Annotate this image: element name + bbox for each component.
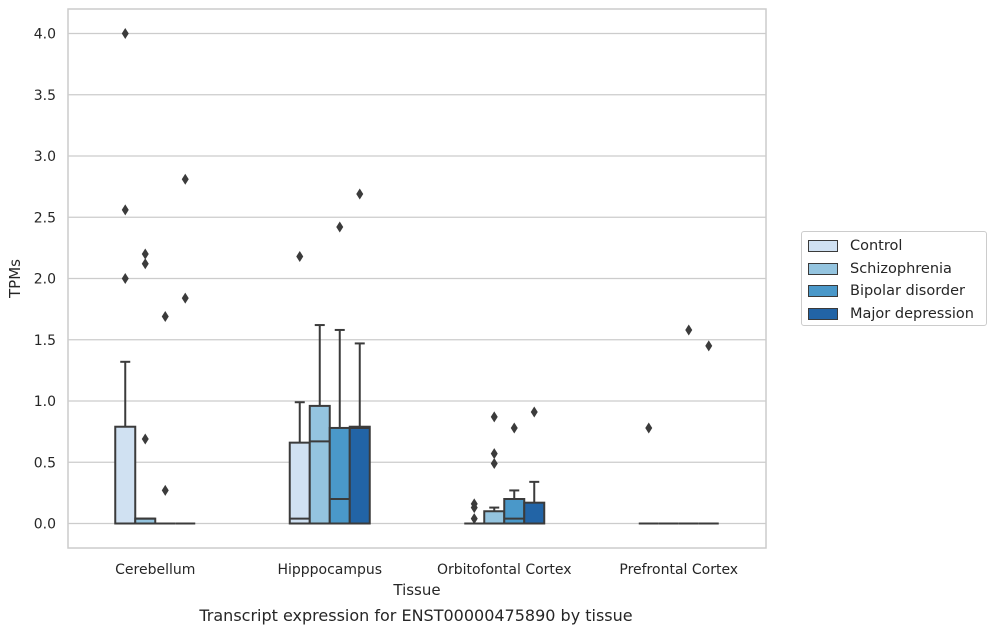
box-marks [114,28,719,525]
y-axis-label: TPMs [6,259,24,299]
x-tick-label: Hipppocampus [277,562,382,578]
box-body [328,426,351,525]
legend-item: Bipolar disorder [808,280,986,303]
outlier-point [530,406,538,418]
legend-label: Major depression [850,305,974,322]
outlier-point [356,188,364,200]
box-control [638,422,659,525]
box-major-depression [175,173,196,525]
box-bipolar-disorder [503,422,526,525]
box-major-depression [698,340,719,525]
box-schizophrenia [308,324,331,525]
box-bipolar-disorder [328,221,351,525]
box-bipolar-disorder [678,324,699,525]
x-tick-label: Cerebellum [115,562,195,578]
legend-swatch [808,285,838,298]
y-tick-label: 0.0 [34,517,56,533]
box-body [288,441,311,525]
outlier-point [510,422,518,434]
outlier-point [181,173,189,185]
legend-label: Schizophrenia [850,260,952,277]
outlier-point [181,292,189,304]
y-tick-label: 3.0 [34,149,56,165]
legend-swatch [808,240,838,253]
legend-item: Schizophrenia [808,258,986,281]
outlier-point [705,340,713,352]
legend-item: Control [808,235,986,258]
box-schizophrenia [483,411,506,525]
legend-swatch [808,307,838,320]
box-major-depression [348,188,371,525]
box-body [348,425,371,525]
box-body [503,498,526,525]
legend: Control Schizophrenia Bipolar disorder Majo… [801,231,987,326]
x-axis-ticks: Cerebellum Hipppocampus Orbitofontal Corte… [115,562,738,578]
outlier-point [296,250,304,262]
y-tick-label: 2.0 [34,272,56,288]
outlier-point [121,28,129,39]
legend-label: Bipolar disorder [850,283,965,300]
y-tick-label: 3.5 [34,88,56,104]
box-major-depression [523,406,546,525]
outlier-point [685,324,693,336]
y-tick-label: 0.5 [34,455,56,471]
outlier-point [470,513,478,525]
legend-label: Control [850,238,903,255]
box-body [523,501,546,525]
legend-item: Major depression [808,303,986,326]
y-tick-label: 2.5 [34,210,56,226]
outlier-point [141,248,149,260]
outlier-point [141,433,149,445]
grid-lines [68,32,766,525]
outlier-point [645,422,653,434]
outlier-point [121,204,129,216]
x-tick-label: Prefrontal Cortex [619,562,738,578]
box-body [114,425,137,525]
box-bipolar-disorder [155,310,176,525]
y-tick-label: 4.0 [34,27,56,43]
x-axis-label: Tissue [392,581,440,599]
box-body [483,510,506,525]
box-control [464,498,485,525]
box-body [308,404,331,525]
outlier-point [490,457,498,469]
y-tick-label: 1.5 [34,333,56,349]
box-control [114,28,137,525]
x-tick-label: Orbitofontal Cortex [437,562,572,578]
outlier-point [121,273,129,284]
box-control [288,250,311,525]
outlier-point [161,484,169,496]
outlier-point [490,448,498,460]
outlier-point [336,221,344,233]
box-schizophrenia [134,248,157,525]
legend-swatch [808,262,838,275]
outlier-point [161,310,169,322]
y-tick-label: 1.0 [34,394,56,410]
plot-frame [67,8,767,549]
outlier-point [490,411,498,423]
outlier-point [470,502,478,514]
y-axis-ticks: 0.0 0.5 1.0 1.5 2.0 2.5 3.0 3.5 4.0 [34,27,56,533]
chart-caption: Transcript expression for ENST0000047589… [199,606,633,625]
outlier-point [141,258,149,270]
